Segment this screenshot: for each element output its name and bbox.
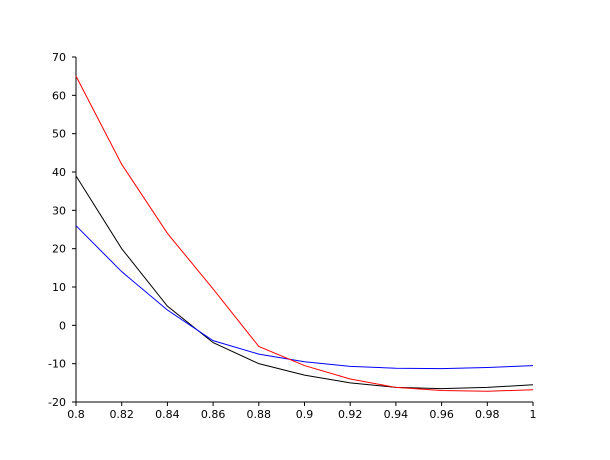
y-tick-label: 10 bbox=[52, 281, 66, 294]
line-series bbox=[75, 75, 534, 392]
line-series bbox=[75, 175, 534, 390]
x-tick-label: 0.96 bbox=[429, 408, 454, 421]
x-tick-label: 0.92 bbox=[338, 408, 363, 421]
y-tick-label: 0 bbox=[59, 319, 66, 332]
y-tick-label: 60 bbox=[52, 89, 66, 102]
x-tick-label: 0.88 bbox=[247, 408, 272, 421]
y-tick-label: 50 bbox=[52, 128, 66, 141]
x-tick-label: 0.94 bbox=[384, 408, 409, 421]
y-tick-label: -20 bbox=[48, 396, 66, 409]
x-tick-label: 0.98 bbox=[475, 408, 500, 421]
line-series bbox=[75, 225, 534, 370]
y-tick-label: -10 bbox=[48, 358, 66, 371]
y-tick-label: 70 bbox=[52, 51, 66, 64]
y-tick-label: 20 bbox=[52, 243, 66, 256]
x-tick-label: 0.82 bbox=[109, 408, 134, 421]
x-tick-label: 0.84 bbox=[155, 408, 180, 421]
x-tick-label: 0.8 bbox=[67, 408, 85, 421]
x-tick-label: 0.9 bbox=[296, 408, 314, 421]
x-tick-label: 1 bbox=[530, 408, 537, 421]
x-tick-label: 0.86 bbox=[201, 408, 226, 421]
y-tick-label: 30 bbox=[52, 204, 66, 217]
y-tick-label: 40 bbox=[52, 166, 66, 179]
